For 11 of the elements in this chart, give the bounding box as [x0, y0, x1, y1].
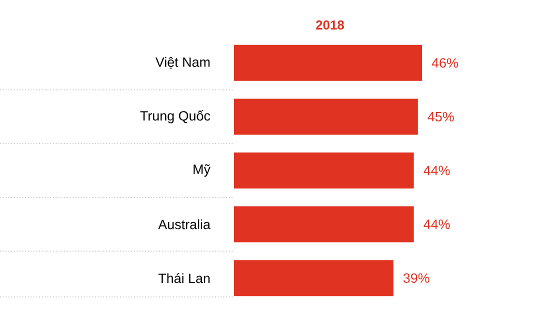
y-tick-label: Việt Nam	[155, 56, 210, 69]
chart-title: 2018	[316, 20, 344, 30]
y-tick-label: Australia	[158, 219, 210, 230]
data-label: 39%	[403, 273, 430, 283]
y-tick-label: Mỹ	[194, 164, 210, 177]
y-tick-label: Thái Lan	[158, 273, 210, 284]
data-label: 44%	[424, 166, 450, 176]
data-label: 46%	[432, 58, 458, 68]
data-label: 45%	[428, 112, 454, 122]
data-label: 44%	[424, 220, 450, 230]
y-tick-label: Trung Quốc	[140, 110, 210, 124]
